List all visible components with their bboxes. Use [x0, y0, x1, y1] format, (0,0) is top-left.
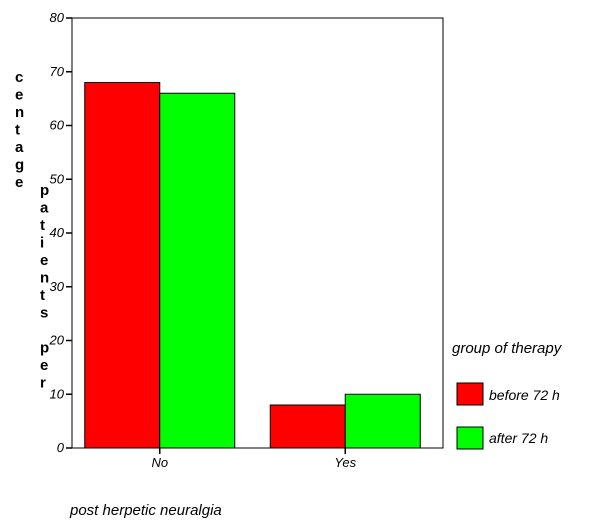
bar-no-series-1 [159, 92, 236, 449]
y-tick-label: 60 [50, 118, 65, 133]
y-tick-label: 40 [50, 225, 65, 240]
legend-label-before-72h: before 72 h [489, 387, 560, 403]
legend: group of therapy before 72 h after 72 h [452, 340, 563, 450]
bar-yes-series-0 [269, 404, 346, 449]
y-tick-label: 30 [50, 279, 65, 294]
y-tick-label: 80 [50, 10, 65, 25]
x-tick-label-no: No [151, 455, 168, 470]
y-tick-label: 0 [57, 440, 65, 455]
legend-label-after-72h: after 72 h [489, 430, 548, 446]
y-tick-label: 20 [49, 333, 65, 348]
legend-swatch-after-72h [456, 426, 484, 450]
y-tick-label: 10 [50, 386, 65, 401]
bars [84, 82, 421, 449]
y-tick-label: 50 [50, 171, 65, 186]
y-axis: 0 10 20 30 40 50 60 70 80 [49, 10, 72, 455]
legend-swatch-before-72h [456, 382, 484, 406]
x-axis-label: post herpetic neuralgia [69, 502, 222, 519]
x-tick-label-yes: Yes [334, 455, 356, 470]
x-axis: No Yes [151, 448, 357, 470]
legend-title: group of therapy [452, 340, 563, 357]
bar-yes-series-1 [344, 393, 421, 449]
y-tick-label: 70 [50, 64, 65, 79]
bar-no-series-0 [84, 82, 161, 449]
